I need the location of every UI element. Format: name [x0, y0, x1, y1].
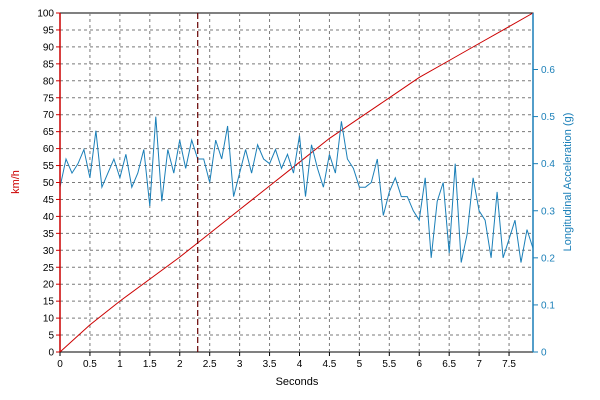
acceleration-series-line	[59, 116, 534, 263]
y-left-tick-label: 65	[43, 127, 55, 138]
y-right-tick-label: 0	[541, 348, 547, 359]
y-right-tick-label: 0.4	[541, 159, 555, 170]
x-tick-label: 6	[416, 359, 422, 370]
y-left-tick-label: 70	[43, 110, 55, 121]
y-left-tick-label: 35	[43, 229, 55, 240]
y-left-tick-label: 0	[48, 348, 54, 359]
x-tick-label: 7	[476, 359, 482, 370]
x-tick-label: 0	[57, 359, 63, 370]
y-left-tick-label: 85	[43, 59, 55, 70]
y-left-tick-label: 5	[48, 331, 54, 342]
x-tick-label: 1.5	[143, 359, 157, 370]
x-axis-title: Seconds	[276, 376, 319, 388]
x-tick-label: 7.5	[502, 359, 516, 370]
speed-series-line	[59, 12, 534, 353]
y-right-tick-label: 0.6	[541, 65, 555, 76]
y-left-tick-label: 90	[43, 42, 55, 53]
y-left-tick-label: 50	[43, 178, 55, 189]
y-left-tick-label: 20	[43, 280, 55, 291]
grid	[60, 13, 533, 352]
y-right-tick-label: 0.3	[541, 206, 555, 217]
y-axis-right-title: Longitudinal Acceleration (g)	[562, 113, 574, 252]
y-left-tick-label: 55	[43, 161, 55, 172]
x-tick-label: 3.5	[263, 359, 277, 370]
y-left-tick-label: 25	[43, 263, 55, 274]
y-axis-left-title: km/h	[10, 170, 22, 194]
y-left-tick-label: 30	[43, 246, 55, 257]
y-left-tick-label: 10	[43, 314, 55, 325]
y-left-tick-label: 100	[37, 9, 54, 20]
x-tick-label: 2	[177, 359, 183, 370]
y-left-tick-label: 60	[43, 144, 55, 155]
y-left-tick-label: 95	[43, 25, 55, 36]
y-left-tick-label: 75	[43, 93, 55, 104]
x-tick-label: 0.5	[83, 359, 97, 370]
x-tick-label: 2.5	[203, 359, 217, 370]
axes: 0510152025303540455055606570758085909510…	[37, 9, 555, 371]
x-tick-label: 1	[117, 359, 123, 370]
x-tick-label: 6.5	[442, 359, 456, 370]
x-tick-label: 4.5	[322, 359, 336, 370]
x-tick-label: 5.5	[382, 359, 396, 370]
x-tick-label: 4	[297, 359, 303, 370]
y-left-tick-label: 15	[43, 297, 55, 308]
y-left-tick-label: 40	[43, 212, 55, 223]
y-left-tick-label: 45	[43, 195, 55, 206]
y-right-tick-label: 0.1	[541, 300, 555, 311]
x-tick-label: 3	[237, 359, 243, 370]
y-left-tick-label: 80	[43, 76, 55, 87]
y-right-tick-label: 0.2	[541, 253, 555, 264]
series-layer	[59, 12, 534, 353]
y-right-tick-label: 0.5	[541, 112, 555, 123]
x-tick-label: 5	[357, 359, 363, 370]
